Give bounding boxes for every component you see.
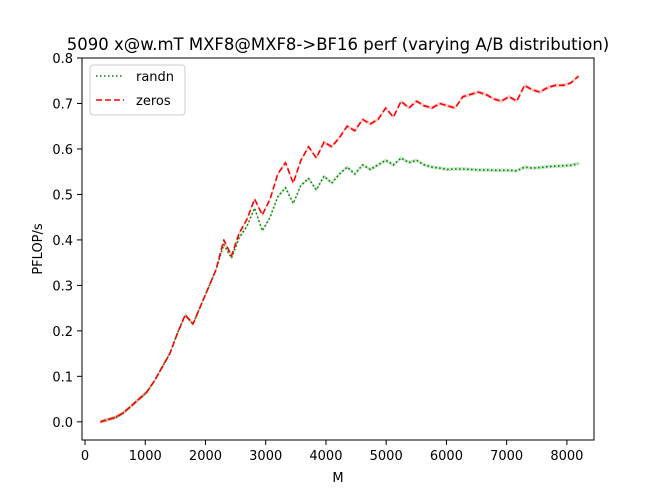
x-tick-label: 2000 [189,449,222,464]
x-tick-label: 8000 [550,449,583,464]
x-tick-label: 4000 [309,449,342,464]
series-zeros-line [100,75,580,423]
series-zeros [100,74,580,424]
x-axis-title: M [332,471,343,486]
y-tick-label: 0.5 [52,188,73,203]
y-tick-label: 0.1 [52,370,73,385]
y-tick-label: 0.4 [52,234,73,249]
y-tick-label: 0.8 [52,52,73,67]
legend: randn zeros [89,64,186,116]
x-tick-label: 7000 [490,449,523,464]
legend-label-zeros: zeros [136,94,171,109]
y-tick-label: 0.0 [52,416,73,431]
legend-box [89,64,186,116]
y-tick-label: 0.3 [52,279,73,294]
y-tick-label: 0.2 [52,325,73,340]
chart-title: 5090 x@w.mT MXF8@MXF8->BF16 perf (varyin… [67,35,609,54]
plot-area-frame [81,57,595,441]
y-tick-label: 0.6 [52,143,73,158]
ticks-layer: 0 1000 2000 3000 4000 5000 6000 7000 8000 0.0 0.1 0… [52,52,583,464]
x-tick-label: 5000 [370,449,403,464]
series-layer [100,74,580,424]
x-tick-label: 1000 [129,449,162,464]
x-tick-label: 0 [81,449,89,464]
x-tick-label: 3000 [249,449,282,464]
legend-label-randn: randn [136,70,174,85]
x-tick-label: 6000 [430,449,463,464]
y-tick-label: 0.7 [52,97,73,112]
y-axis-title: PFLOP/s [31,223,46,275]
